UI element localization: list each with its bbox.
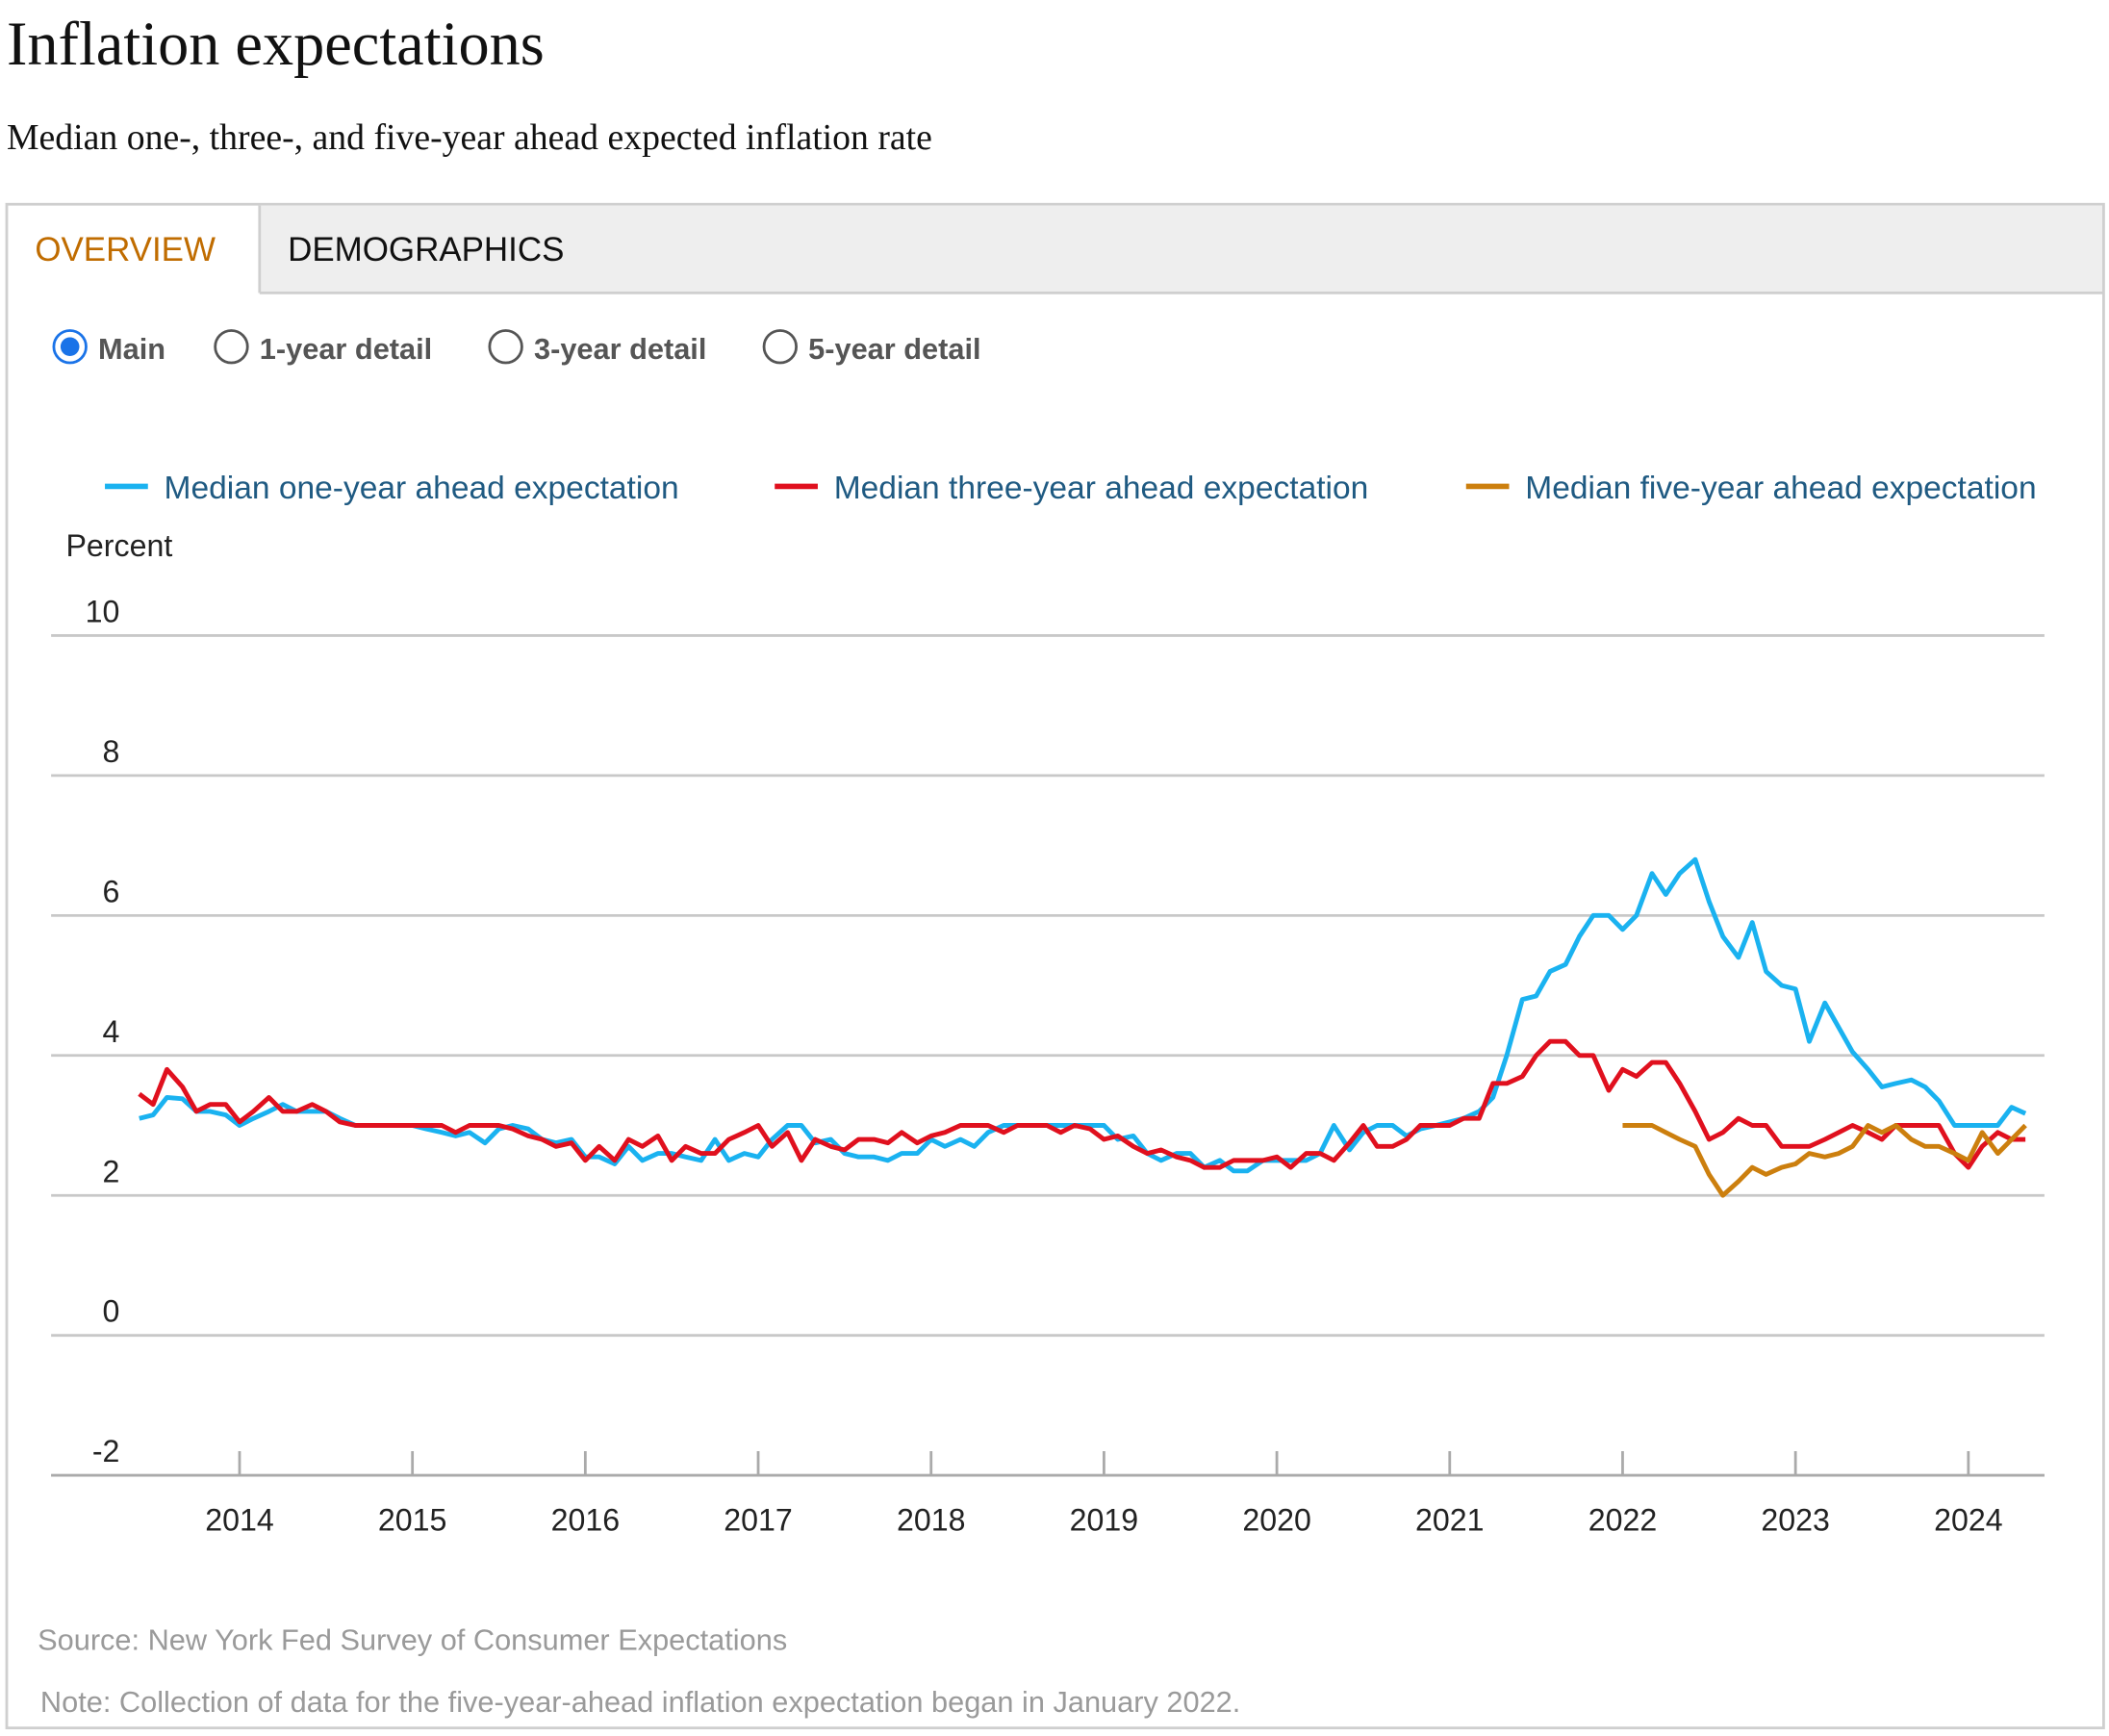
panel bbox=[5, 202, 2105, 1730]
y-tick-label: 6 bbox=[103, 874, 120, 908]
x-tick-label: 2021 bbox=[1415, 1502, 1485, 1537]
source: Source: New York Fed Survey of Consumer … bbox=[38, 1623, 787, 1657]
y-tick-label: 8 bbox=[103, 734, 120, 769]
radio-label[interactable]: 3-year detail bbox=[534, 332, 706, 366]
y-tick-label: 2 bbox=[103, 1154, 120, 1188]
page-subtitle: Median one-, three-, and five-year ahead… bbox=[7, 117, 932, 158]
tab[interactable]: DEMOGRAPHICS bbox=[288, 231, 564, 268]
x-tick-label: 2014 bbox=[205, 1502, 274, 1537]
legend-label[interactable]: Median five-year ahead expectation bbox=[1525, 471, 2036, 506]
note: Note: Collection of data for the five-ye… bbox=[40, 1685, 1240, 1719]
radio-button[interactable] bbox=[488, 329, 523, 365]
y-tick-label: 4 bbox=[103, 1014, 120, 1049]
x-tick-label: 2024 bbox=[1934, 1502, 2003, 1537]
x-tick-label: 2019 bbox=[1070, 1502, 1139, 1537]
radio-label[interactable]: 1-year detail bbox=[260, 332, 432, 366]
y-axis-label: Percent bbox=[66, 528, 173, 563]
radio-label[interactable]: Main bbox=[98, 332, 165, 366]
x-tick-label: 2023 bbox=[1761, 1502, 1830, 1537]
x-tick-label: 2018 bbox=[897, 1502, 966, 1537]
x-tick-label: 2020 bbox=[1242, 1502, 1311, 1537]
radio-label[interactable]: 5-year detail bbox=[808, 332, 980, 366]
y-tick-label: 10 bbox=[86, 594, 120, 628]
x-tick-label: 2016 bbox=[551, 1502, 621, 1537]
radio-button[interactable] bbox=[214, 329, 249, 365]
radio-dot bbox=[60, 337, 80, 357]
x-tick-label: 2022 bbox=[1588, 1502, 1658, 1537]
legend-label[interactable]: Median one-year ahead expectation bbox=[165, 471, 679, 506]
tab[interactable]: OVERVIEW bbox=[35, 231, 216, 268]
x-tick-label: 2017 bbox=[724, 1502, 793, 1537]
page-title: Inflation expectations bbox=[7, 10, 545, 78]
y-tick-label: 0 bbox=[103, 1294, 120, 1329]
series-line bbox=[1622, 1123, 2027, 1198]
y-tick-label: -2 bbox=[92, 1434, 120, 1468]
series-line bbox=[138, 1038, 2026, 1170]
tab-bar bbox=[259, 205, 2103, 294]
x-tick-label: 2015 bbox=[378, 1502, 447, 1537]
radio-button[interactable] bbox=[762, 329, 798, 365]
legend-label[interactable]: Median three-year ahead expectation bbox=[834, 471, 1369, 506]
